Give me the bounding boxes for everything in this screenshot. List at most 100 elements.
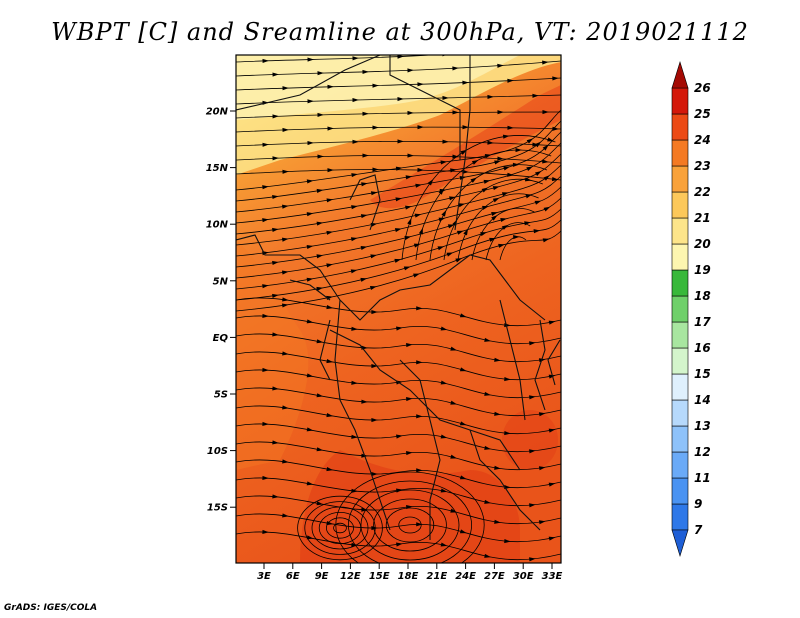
streamline-arrow	[306, 319, 314, 324]
colorbar-label: 23	[694, 159, 711, 173]
colorbar-bin	[671, 477, 689, 505]
streamline-arrow	[459, 475, 467, 480]
colorbar-bin	[671, 399, 689, 427]
streamline-arrow	[352, 98, 359, 103]
colorbar: 7 9 11 12 13 14 15 16 17 18 19 20 21 22 23 24 25 26	[671, 60, 711, 558]
lon-tick-label: 3E	[257, 571, 271, 582]
streamline-arrow	[526, 166, 533, 172]
streamline-arrow	[351, 542, 358, 547]
streamline-arrow	[437, 246, 445, 251]
streamline-arrow	[262, 475, 269, 480]
streamline-arrow	[450, 168, 457, 173]
streamline-arrow	[482, 205, 489, 210]
streamline-arrow	[487, 140, 494, 145]
streamline-arrow	[407, 153, 414, 158]
streamline-arrow	[512, 162, 520, 167]
streamline-eddy	[360, 489, 460, 561]
streamline-arrow	[281, 270, 289, 275]
streamline-eddy	[333, 522, 347, 534]
streamline-arrow	[316, 393, 324, 398]
streamline	[429, 164, 548, 261]
streamline-arrow	[371, 310, 378, 315]
streamline-arrow	[524, 221, 531, 226]
streamline-arrow	[534, 200, 542, 205]
streamline-arrow	[372, 83, 379, 88]
streamline-arrow	[272, 114, 279, 119]
colorbar-label: 21	[694, 211, 711, 225]
streamline-arrow	[450, 400, 458, 405]
streamline-eddy	[385, 507, 435, 543]
streamline-arrow	[326, 230, 334, 235]
streamline-arrow	[326, 467, 334, 472]
streamline	[236, 55, 438, 63]
streamline-arrow	[306, 277, 314, 282]
streamline-eddy	[398, 516, 422, 534]
colorbar-label: 9	[694, 497, 702, 511]
streamline-arrow	[416, 306, 423, 311]
lat-tick-label: 20N	[206, 107, 229, 118]
streamline-arrow	[262, 421, 269, 426]
streamline-arrow	[500, 217, 507, 222]
streamline-arrow	[417, 125, 424, 130]
streamline-arrow	[459, 529, 467, 534]
streamline-arrow	[327, 84, 334, 89]
streamline-arrow	[503, 166, 511, 171]
streamline	[236, 208, 561, 290]
streamline-arrow	[494, 357, 501, 362]
streamline-arrow	[317, 71, 324, 76]
streamline-arrow	[484, 337, 491, 342]
lat-tick-label: 10S	[207, 446, 228, 457]
streamline-arrow	[492, 197, 500, 203]
streamline-arrow	[397, 55, 404, 59]
streamline-arrow	[440, 434, 448, 439]
streamline-arrow	[371, 364, 378, 369]
streamline-arrow	[262, 185, 269, 190]
streamline-arrow	[416, 522, 423, 527]
lon-tick-label: 18E	[398, 571, 419, 582]
streamline-arrow	[484, 553, 491, 558]
lon-tick-label: 9E	[315, 571, 329, 582]
streamline-arrow	[351, 488, 358, 493]
streamline-arrow	[316, 286, 324, 291]
streamline-arrow	[396, 488, 403, 493]
streamline-arrow	[362, 69, 369, 75]
streamline-arrow	[504, 377, 511, 382]
streamline-arrow	[452, 154, 459, 159]
colorbar-label: 13	[694, 419, 711, 433]
streamline-arrow	[452, 110, 459, 115]
map-frame	[235, 54, 562, 564]
wbpt-red-east	[502, 410, 558, 470]
streamline-arrow	[552, 126, 559, 131]
streamline-arrow	[395, 197, 403, 202]
colorbar-bin	[671, 217, 689, 245]
colorbar-high-arrow	[671, 60, 689, 89]
streamline-arrow	[529, 341, 536, 346]
streamline-arrow	[548, 536, 556, 541]
streamline-arrow	[326, 263, 333, 268]
colorbar-label: 20	[694, 237, 711, 251]
colorbar-bin	[671, 243, 689, 271]
streamline-arrow	[529, 503, 536, 508]
streamline-arrow	[282, 513, 289, 518]
colorbar-bin	[671, 321, 689, 349]
streamline-arrow	[529, 449, 536, 454]
streamline	[236, 175, 561, 257]
streamline-arrow	[547, 137, 554, 142]
streamline-arrow	[327, 168, 334, 173]
streamline-arrow	[446, 252, 454, 257]
streamline-arrow	[262, 367, 269, 372]
country-borders	[236, 55, 561, 540]
streamline-arrow	[282, 127, 289, 133]
streamline-arrow	[316, 188, 324, 194]
streamline-arrow	[492, 186, 500, 191]
colorbar-bin	[671, 295, 689, 323]
streamline-arrow	[427, 179, 434, 186]
streamline-arrow	[326, 359, 334, 364]
streamline-arrow	[440, 380, 448, 385]
streamline-arrow	[351, 380, 358, 385]
colorbar-label: 22	[694, 185, 711, 199]
streamline-arrow	[282, 459, 289, 464]
streamline-arrow	[459, 421, 467, 426]
streamline-arrow	[459, 313, 467, 318]
